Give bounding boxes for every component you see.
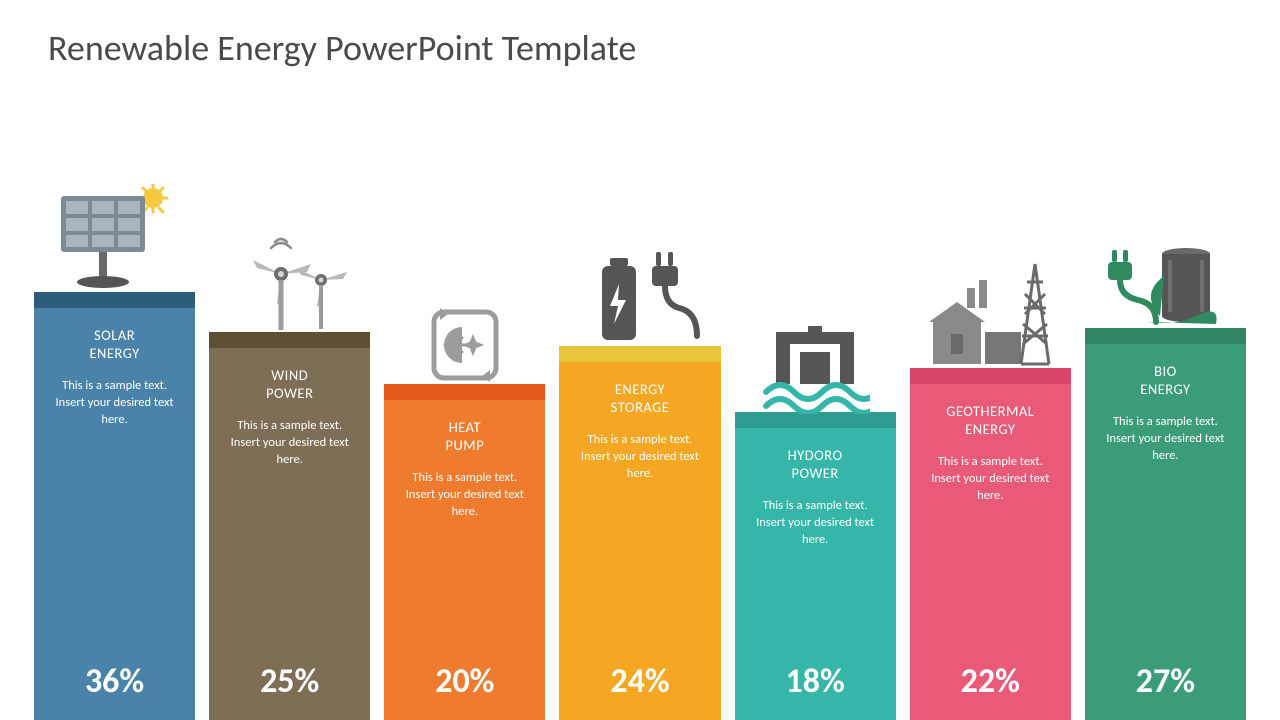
bar-description: This is a sample text. Insert your desir…	[750, 498, 880, 549]
bar-percentage: 20%	[384, 661, 545, 702]
bar-body: WIND POWER This is a sample text. Insert …	[209, 348, 370, 720]
bar-title: GEOTHERMAL ENERGY	[946, 402, 1034, 438]
bar-description: This is a sample text. Insert your desir…	[225, 418, 355, 469]
bar-percentage: 27%	[1085, 661, 1246, 702]
wind-icon	[209, 234, 370, 334]
bar-cap	[910, 368, 1071, 384]
bar-cap	[1085, 328, 1246, 344]
storage-icon	[559, 252, 720, 348]
bar-column: BIO ENERGY This is a sample text. Insert …	[1085, 328, 1246, 720]
bar-percentage: 25%	[209, 661, 370, 702]
bar-percentage: 24%	[559, 661, 720, 702]
energy-bar-chart: SOLAR ENERGY This is a sample text. Inser…	[0, 120, 1280, 720]
bar-title: SOLAR ENERGY	[89, 326, 139, 362]
bar-title: HYDORO POWER	[788, 446, 843, 482]
bar-description: This is a sample text. Insert your desir…	[925, 454, 1055, 505]
bar-cap	[559, 346, 720, 362]
bar-body: BIO ENERGY This is a sample text. Insert …	[1085, 344, 1246, 720]
bar-percentage: 36%	[34, 661, 195, 702]
bar-body: HYDORO POWER This is a sample text. Inser…	[735, 428, 896, 720]
bar-description: This is a sample text. Insert your desir…	[1100, 414, 1230, 465]
bar-description: This is a sample text. Insert your desir…	[575, 432, 705, 483]
bar-cap	[34, 292, 195, 308]
geothermal-icon	[910, 262, 1071, 370]
bar-column: SOLAR ENERGY This is a sample text. Inser…	[34, 292, 195, 720]
bar-body: ENERGY STORAGE This is a sample text. Ins…	[559, 362, 720, 720]
bar-body: GEOTHERMAL ENERGY This is a sample text. …	[910, 384, 1071, 720]
bar-cap	[384, 384, 545, 400]
heatpump-icon	[384, 304, 545, 386]
hydro-icon	[735, 326, 896, 414]
bar-cap	[735, 412, 896, 428]
bio-icon	[1085, 244, 1246, 330]
bar-column: WIND POWER This is a sample text. Insert …	[209, 332, 370, 720]
bar-body: SOLAR ENERGY This is a sample text. Inser…	[34, 308, 195, 720]
bar-title: HEAT PUMP	[446, 418, 485, 454]
bar-title: WIND POWER	[266, 366, 313, 402]
bar-column: HYDORO POWER This is a sample text. Inser…	[735, 412, 896, 720]
bar-title: BIO ENERGY	[1140, 362, 1190, 398]
bar-column: GEOTHERMAL ENERGY This is a sample text. …	[910, 368, 1071, 720]
solar-icon	[34, 184, 195, 294]
bar-description: This is a sample text. Insert your desir…	[400, 470, 530, 521]
bar-cap	[209, 332, 370, 348]
bar-body: HEAT PUMP This is a sample text. Insert y…	[384, 400, 545, 720]
bar-description: This is a sample text. Insert your desir…	[50, 378, 180, 429]
bar-title: ENERGY STORAGE	[611, 380, 670, 416]
slide-title: Renewable Energy PowerPoint Template	[48, 26, 636, 70]
bar-percentage: 18%	[735, 661, 896, 702]
bar-column: ENERGY STORAGE This is a sample text. Ins…	[559, 346, 720, 720]
bar-percentage: 22%	[910, 661, 1071, 702]
bar-column: HEAT PUMP This is a sample text. Insert y…	[384, 384, 545, 720]
